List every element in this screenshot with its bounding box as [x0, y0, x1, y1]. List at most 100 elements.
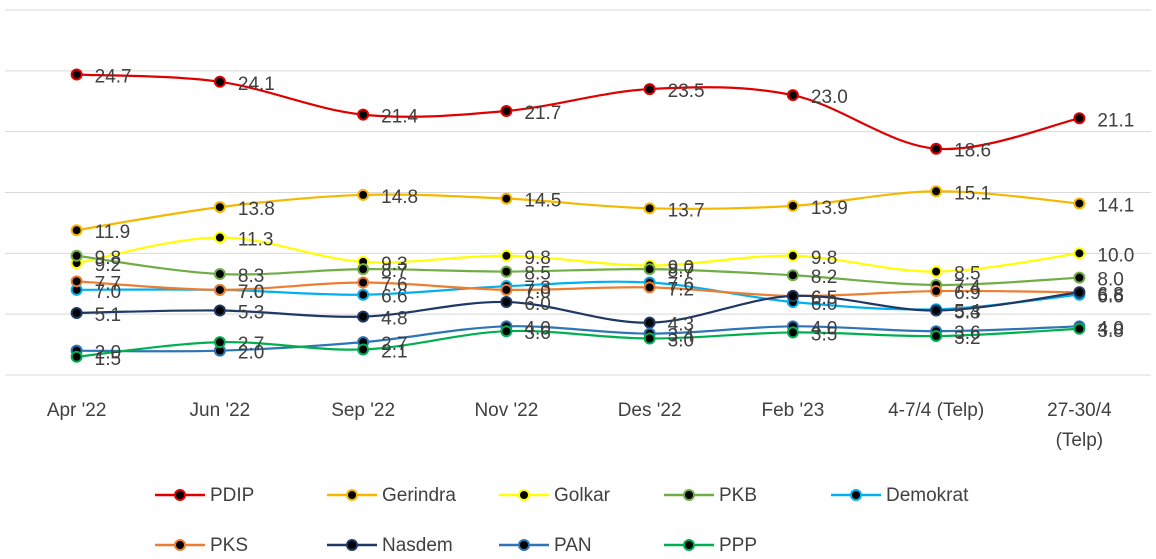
data-label: 3.0 [668, 331, 694, 352]
data-label: 21.7 [524, 103, 561, 124]
x-tick-label: Nov '22 [474, 400, 538, 421]
x-tick-label: 27-30/4 (Telp) [1047, 400, 1112, 451]
legend-label: PAN [554, 535, 592, 556]
data-point [357, 310, 370, 323]
data-label: 7.3 [524, 278, 550, 299]
legend-swatch-marker [518, 489, 530, 501]
data-label: 4.0 [811, 318, 837, 339]
data-label: 6.6 [381, 287, 407, 308]
data-point [1073, 112, 1086, 125]
data-label: 14.8 [381, 187, 418, 208]
legend-swatch-marker [683, 539, 695, 551]
x-tick-label-line: (Telp) [1056, 430, 1104, 451]
legend-swatch-marker [174, 539, 186, 551]
data-label: 5.3 [954, 303, 980, 324]
data-point [786, 199, 799, 212]
data-label: 8.7 [381, 261, 407, 282]
data-point [70, 350, 83, 363]
data-label: 6.0 [811, 294, 837, 315]
data-label: 4.8 [381, 309, 407, 330]
data-point [70, 249, 83, 262]
data-label: 21.4 [381, 107, 418, 128]
legend-label: PKB [719, 485, 757, 506]
data-point [500, 249, 513, 262]
data-label: 7.4 [954, 277, 981, 298]
data-point [930, 304, 943, 317]
data-label: 15.1 [954, 183, 991, 204]
data-label: 11.3 [238, 230, 274, 251]
data-label: 9.0 [668, 258, 694, 279]
data-label: 8.5 [524, 264, 550, 285]
data-point [500, 265, 513, 278]
data-point [1073, 197, 1086, 210]
data-label: 3.6 [524, 323, 550, 344]
data-label: 23.0 [811, 87, 848, 108]
data-point [786, 249, 799, 262]
data-label: 2.0 [238, 343, 264, 364]
data-point [357, 276, 370, 289]
data-label: 13.9 [811, 198, 848, 219]
data-label: 14.5 [524, 191, 561, 212]
legend-swatch-marker [346, 539, 358, 551]
data-label: 7.2 [668, 279, 694, 300]
data-label: 11.9 [95, 222, 131, 243]
data-point [70, 306, 83, 319]
data-label: 5.4 [954, 301, 981, 322]
data-point [930, 185, 943, 198]
data-point [500, 192, 513, 205]
data-label: 2.1 [381, 341, 407, 362]
data-point [500, 325, 513, 338]
data-label: 23.5 [668, 81, 705, 102]
data-label: 8.0 [1097, 270, 1123, 291]
legend-label: PKS [210, 535, 248, 556]
data-label: 3.5 [811, 324, 837, 345]
data-point [1073, 247, 1086, 260]
data-point [213, 231, 226, 244]
data-point [930, 142, 943, 155]
data-point [357, 188, 370, 201]
data-label: 24.1 [238, 74, 275, 95]
data-label: 4.0 [1097, 318, 1123, 339]
data-label: 4.0 [524, 318, 550, 339]
data-point [213, 336, 226, 349]
data-point [213, 268, 226, 281]
data-label: 3.6 [954, 323, 980, 344]
data-label: 13.7 [668, 200, 705, 221]
data-point [357, 288, 370, 301]
data-label: 6.9 [954, 283, 980, 304]
data-label: 9.8 [95, 248, 121, 269]
data-label: 9.8 [524, 248, 550, 269]
data-label: 9.8 [811, 248, 837, 269]
data-label: 8.2 [811, 267, 837, 288]
data-label: 7.6 [668, 275, 694, 296]
legend-swatch-marker [346, 489, 358, 501]
x-tick-label: Jun '22 [190, 400, 251, 421]
legend-swatch-marker [518, 539, 530, 551]
data-label: 3.8 [1097, 321, 1123, 342]
legend-swatch-marker [850, 489, 862, 501]
series-line [76, 280, 1080, 298]
x-tick-label-line: 27-30/4 [1047, 400, 1112, 421]
data-label: 24.7 [95, 66, 132, 87]
data-point [643, 202, 656, 215]
data-label: 6.6 [1097, 287, 1123, 308]
data-label: 7.0 [238, 282, 264, 303]
legend-swatch-marker [683, 489, 695, 501]
data-point [70, 224, 83, 237]
data-point [70, 68, 83, 81]
x-tick-label: Apr '22 [47, 400, 107, 421]
data-point [643, 281, 656, 294]
data-label: 5.1 [95, 305, 121, 326]
data-label: 6.8 [1097, 284, 1123, 305]
data-label: 3.2 [954, 328, 980, 349]
data-label: 2.0 [95, 343, 121, 364]
data-point [213, 75, 226, 88]
data-label: 13.8 [238, 199, 275, 220]
data-label: 10.0 [1097, 245, 1134, 266]
data-point [70, 275, 83, 288]
data-label: 2.7 [381, 334, 407, 355]
data-label: 7.7 [95, 273, 121, 294]
data-label: 9.3 [381, 254, 407, 275]
data-point [357, 263, 370, 276]
